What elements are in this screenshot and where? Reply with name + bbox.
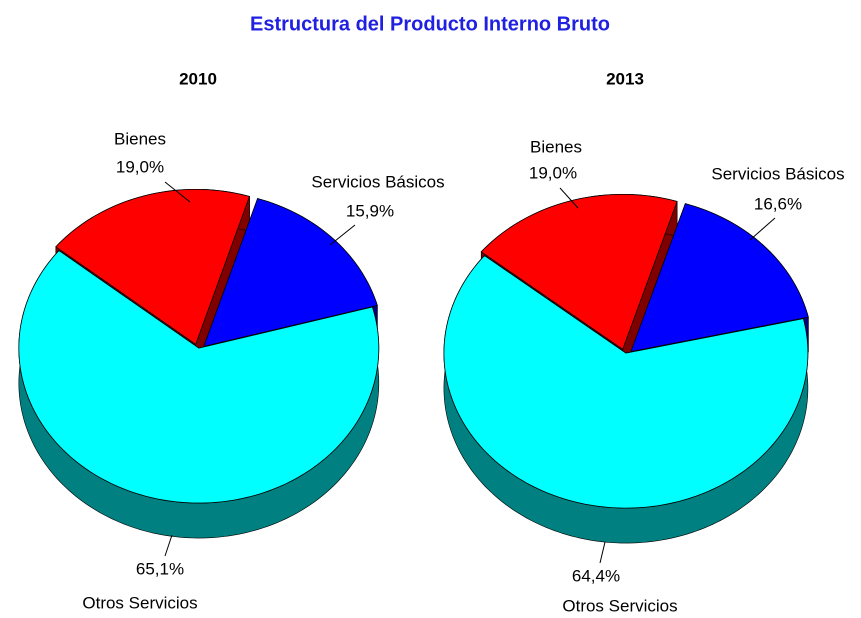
pie-slice [630, 203, 809, 353]
slice-value: 19,0% [116, 157, 164, 176]
slice-name: Servicios Básicos [311, 172, 444, 191]
leader-line [599, 541, 606, 564]
pie-slice [443, 255, 809, 509]
slice-name: Bienes [530, 137, 582, 156]
slice-value: 16,6% [754, 194, 802, 213]
slice-name: Otros Servicios [562, 596, 677, 615]
pie-tops [443, 193, 809, 509]
slice-name: Bienes [114, 129, 166, 148]
pie [18, 188, 380, 539]
slice-value: 15,9% [346, 201, 394, 220]
slice-name: Otros Servicios [82, 593, 197, 612]
leader-line [164, 534, 173, 557]
pie-slice [55, 188, 251, 345]
pie-slice [18, 250, 380, 504]
pie-title: 2010 [179, 69, 217, 88]
slice-value: 65,1% [136, 559, 184, 578]
pie-slice [480, 193, 678, 350]
pie-slice [203, 198, 378, 348]
pie-title: 2013 [606, 69, 644, 88]
leader-line [559, 187, 579, 209]
slice-name: Servicios Básicos [711, 164, 844, 183]
chart-title: Estructura del Producto Interno Bruto [250, 13, 610, 35]
pie-tops [18, 188, 380, 504]
leader-line [749, 217, 776, 241]
leader-line [329, 224, 356, 246]
slice-value: 19,0% [529, 163, 577, 182]
pie [443, 193, 809, 544]
leader-line [164, 181, 191, 203]
slice-value: 64,4% [572, 566, 620, 585]
